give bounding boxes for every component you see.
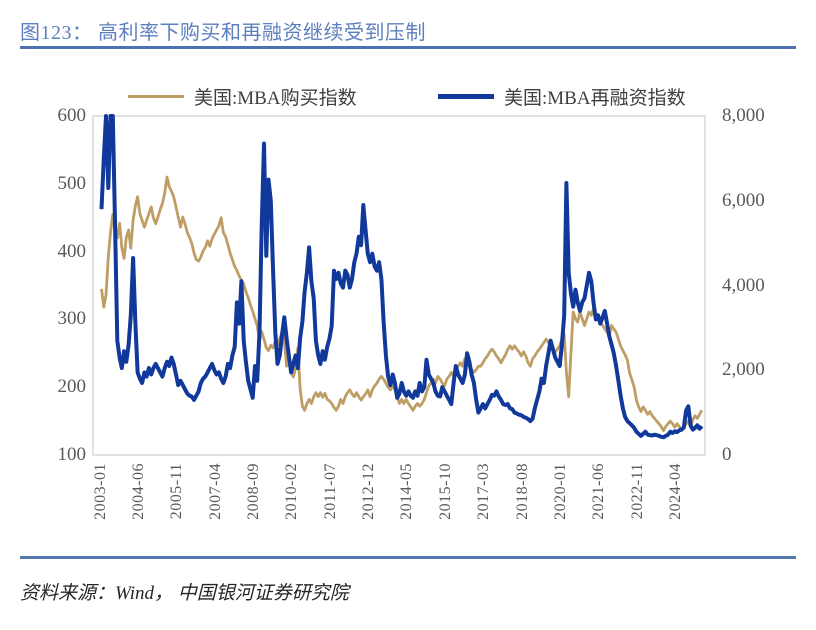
y-axis-left-tick-label: 500 bbox=[57, 172, 87, 194]
y-axis-left-tick-label: 200 bbox=[57, 376, 87, 398]
x-axis-tick-label: 2024-04 bbox=[667, 463, 685, 520]
footer-divider-rule bbox=[20, 556, 796, 559]
refinance-series-line bbox=[99, 114, 704, 440]
x-axis-tick-label: 2010-02 bbox=[283, 463, 301, 520]
y-axis-right-tick-label: 6,000 bbox=[722, 189, 765, 211]
chart-legend: 美国:MBA购买指数 美国:MBA再融资指数 bbox=[0, 84, 816, 109]
legend-item-refinance: 美国:MBA再融资指数 bbox=[438, 84, 686, 109]
legend-label-purchase: 美国:MBA购买指数 bbox=[194, 87, 357, 109]
y-axis-right-tick-label: 8,000 bbox=[722, 105, 765, 126]
purchase-series-line bbox=[100, 175, 704, 433]
legend-item-purchase: 美国:MBA购买指数 bbox=[128, 84, 357, 109]
x-axis-tick-label: 2022-11 bbox=[628, 463, 646, 520]
x-axis-tick-label: 2003-01 bbox=[91, 463, 109, 520]
x-axis-tick-label: 2004-06 bbox=[129, 463, 147, 520]
y-axis-left-tick-label: 100 bbox=[57, 444, 87, 465]
y-axis-left-tick-label: 600 bbox=[57, 105, 87, 126]
x-axis-tick-label: 2015-10 bbox=[436, 463, 454, 520]
purchase-line-swatch bbox=[128, 94, 184, 98]
y-axis-right-tick-label: 4,000 bbox=[722, 274, 765, 296]
x-axis-tick-label: 2007-04 bbox=[206, 463, 224, 520]
x-axis-tick-label: 2020-01 bbox=[551, 463, 569, 520]
x-axis-tick-label: 2021-06 bbox=[590, 463, 608, 520]
plot-area-border bbox=[92, 115, 706, 456]
y-axis-right-tick-label: 0 bbox=[722, 444, 732, 465]
title-divider-rule bbox=[20, 46, 796, 49]
x-axis-tick-label: 2012-12 bbox=[360, 463, 378, 520]
x-axis-tick-label: 2005-11 bbox=[168, 463, 186, 520]
y-axis-left-tick-label: 400 bbox=[57, 240, 87, 262]
x-axis-tick-label: 2018-08 bbox=[513, 463, 531, 520]
source-note: 资料来源：Wind， 中国银河证券研究院 bbox=[20, 583, 349, 604]
x-axis-tick-label: 2008-09 bbox=[244, 463, 262, 520]
y-axis-right-tick-label: 2,000 bbox=[722, 359, 765, 381]
figure-title: 图123： 高利率下购买和再融资继续受到压制 bbox=[20, 22, 426, 44]
x-axis-tick-label: 2014-05 bbox=[398, 463, 416, 520]
x-axis-tick-label: 2011-07 bbox=[321, 463, 339, 520]
y-axis-left-tick-label: 300 bbox=[57, 308, 87, 330]
refinance-line-swatch bbox=[438, 93, 494, 99]
legend-label-refinance: 美国:MBA再融资指数 bbox=[504, 87, 686, 109]
x-axis-tick-label: 2017-03 bbox=[475, 463, 493, 520]
